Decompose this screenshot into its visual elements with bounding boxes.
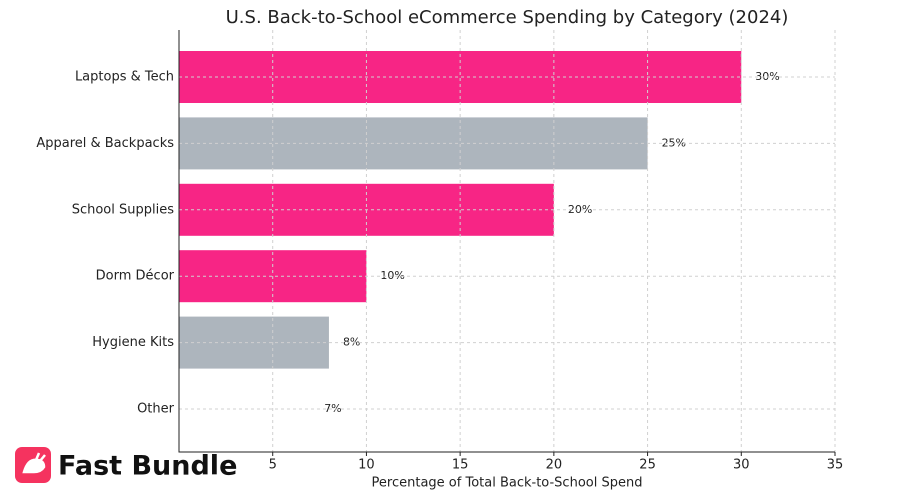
- x-tick-label: 5: [269, 458, 277, 473]
- y-tick-label: Hygiene Kits: [92, 335, 174, 350]
- x-tick-label: 30: [733, 458, 750, 473]
- value-label: 20%: [568, 203, 592, 216]
- value-label: 10%: [380, 269, 404, 282]
- chart-title: U.S. Back-to-School eCommerce Spending b…: [226, 7, 789, 28]
- y-tick-label: Laptops & Tech: [75, 70, 174, 85]
- x-tick-label: 25: [639, 458, 656, 473]
- y-tick-label: Dorm Décor: [96, 269, 175, 284]
- watermark: Fast Bundle: [58, 451, 237, 482]
- y-tick-label: Other: [137, 402, 175, 417]
- x-axis-label: Percentage of Total Back-to-School Spend: [372, 476, 643, 491]
- x-tick-label: 15: [452, 458, 469, 473]
- x-tick-label: 35: [827, 458, 844, 473]
- value-label: 8%: [343, 336, 360, 349]
- value-label: 7%: [324, 402, 341, 415]
- logo-rabbit: [22, 452, 46, 474]
- axis: [178, 30, 835, 453]
- y-tick-label: School Supplies: [72, 202, 175, 217]
- y-tick-label: Apparel & Backpacks: [36, 136, 174, 151]
- x-tick-label: 20: [546, 458, 563, 473]
- logo: Fast Bundle: [15, 447, 237, 483]
- x-tick-label: 10: [358, 458, 375, 473]
